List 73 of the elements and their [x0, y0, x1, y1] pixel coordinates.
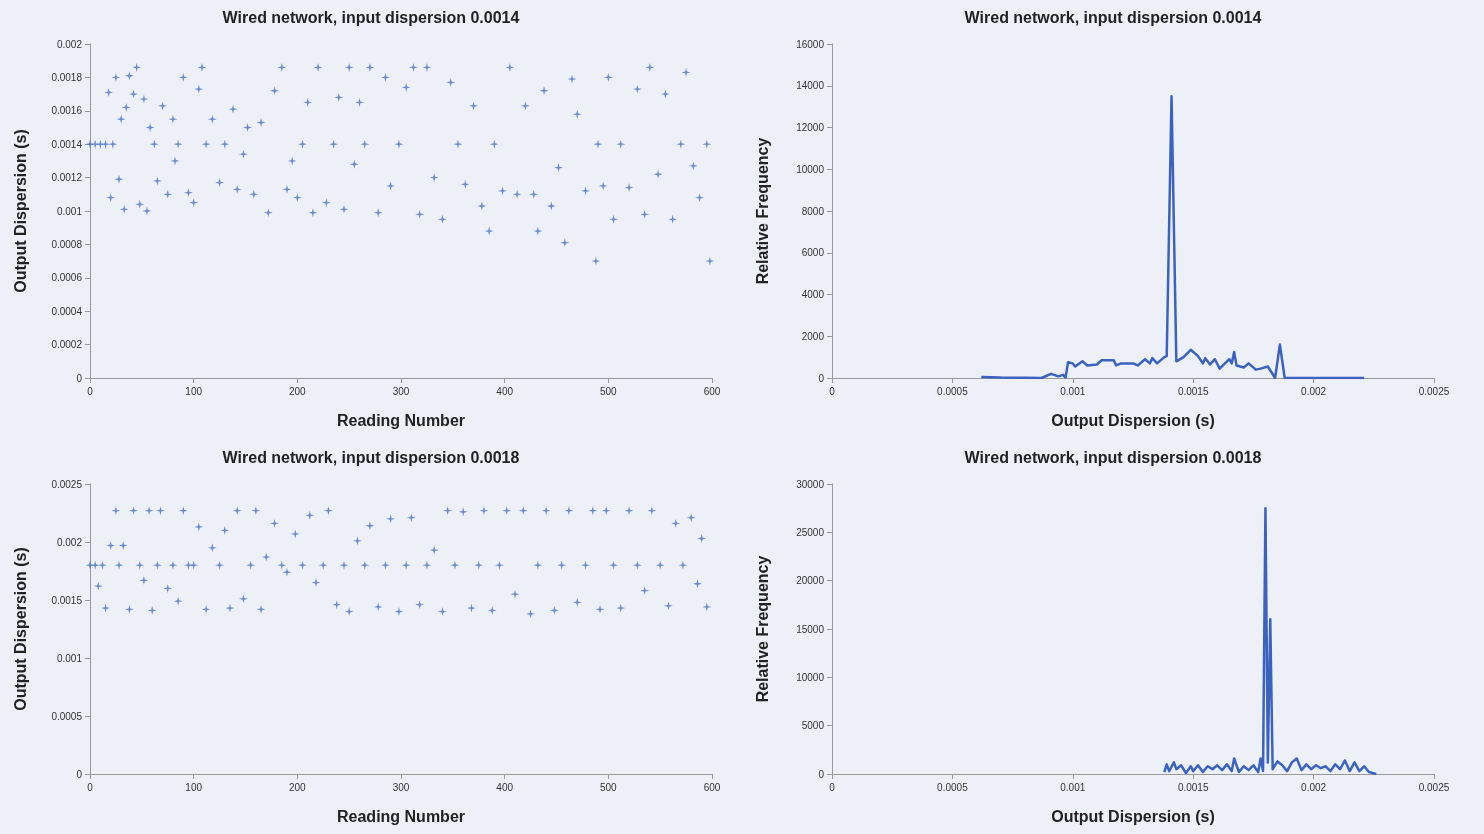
y-tick-label: 25000	[796, 526, 825, 538]
y-axis-title: Output Dispersion (s)	[11, 129, 29, 293]
y-tick-label: 0.0004	[51, 305, 83, 317]
x-tick-label: 0.0005	[937, 781, 969, 793]
x-tick-label: 0.0005	[937, 385, 969, 397]
y-tick-label: 15000	[796, 623, 825, 635]
x-tick-label: 600	[703, 385, 721, 397]
y-axis-title: Relative Frequency	[753, 137, 771, 285]
y-tick-label: 0.0008	[51, 238, 83, 250]
y-tick-label: 20000	[796, 575, 825, 587]
y-tick-label: 30000	[796, 478, 825, 490]
x-tick-label: 300	[392, 781, 410, 793]
y-tick-label: 0.0025	[51, 478, 83, 490]
y-axis-title: Relative Frequency	[753, 555, 771, 703]
chart-title: Wired network, input dispersion 0.0018	[222, 448, 520, 466]
y-tick-label: 0.0014	[51, 138, 83, 150]
y-tick-label: 8000	[801, 205, 825, 217]
x-tick-label: 0.0025	[1418, 385, 1450, 397]
chart-title: Wired network, input dispersion 0.0014	[964, 8, 1262, 26]
y-tick-label: 0	[76, 372, 83, 384]
y-tick-label: 16000	[796, 38, 825, 50]
x-tick-label: 300	[392, 385, 410, 397]
chart-title: Wired network, input dispersion 0.0014	[222, 8, 520, 26]
chart-title: Wired network, input dispersion 0.0018	[964, 448, 1262, 466]
x-axis-title: Reading Number	[336, 411, 466, 429]
x-axis-title: Reading Number	[336, 807, 466, 825]
y-tick-label: 0	[818, 372, 825, 384]
x-tick-label: 0.0015	[1177, 385, 1209, 397]
y-tick-label: 12000	[796, 122, 825, 133]
y-tick-label: 0.0006	[51, 272, 83, 284]
line-series	[1163, 506, 1378, 776]
x-tick-label: 0.0015	[1177, 781, 1209, 793]
y-tick-label: 5000	[801, 720, 825, 732]
y-tick-label: 0.001	[56, 205, 83, 217]
y-tick-label: 0.0005	[51, 710, 83, 722]
y-tick-label: 0.0012	[51, 172, 83, 184]
x-tick-label: 0.001	[1060, 781, 1086, 793]
x-tick-label: 100	[185, 385, 203, 397]
x-axis-title: Output Dispersion (s)	[1051, 807, 1215, 825]
x-tick-label: 600	[703, 781, 721, 793]
x-tick-label: 0	[87, 385, 94, 397]
y-tick-label: 0.0018	[51, 71, 83, 83]
y-tick-label: 10000	[796, 163, 825, 175]
y-tick-label: 6000	[801, 247, 825, 259]
x-tick-label: 0.002	[1301, 385, 1327, 397]
y-tick-label: 0.0015	[51, 594, 83, 606]
y-axis-title: Output Dispersion (s)	[11, 547, 29, 711]
y-tick-label: 14000	[796, 80, 825, 92]
x-tick-label: 400	[496, 385, 514, 397]
x-tick-label: 0.0025	[1418, 781, 1450, 793]
y-tick-label: 0	[76, 768, 83, 780]
y-tick-label: 10000	[796, 671, 825, 683]
y-tick-label: 4000	[801, 289, 825, 300]
x-tick-label: 200	[288, 781, 307, 793]
x-tick-label: 0	[87, 781, 94, 793]
x-tick-label: 100	[185, 781, 203, 793]
y-tick-label: 0.001	[56, 652, 83, 664]
x-tick-label: 400	[496, 781, 514, 793]
x-tick-label: 0	[829, 385, 836, 397]
y-tick-label: 2000	[801, 330, 825, 342]
x-tick-label: 500	[599, 385, 618, 397]
x-tick-label: 0.002	[1301, 781, 1327, 793]
x-tick-label: 500	[599, 781, 618, 793]
x-tick-label: 0	[829, 781, 836, 793]
x-tick-label: 0.001	[1060, 385, 1086, 397]
y-tick-label: 0.0016	[51, 105, 83, 117]
y-tick-label: 0.002	[56, 536, 83, 548]
y-tick-label: 0.002	[56, 38, 83, 50]
y-tick-label: 0	[818, 768, 825, 780]
line-series	[980, 94, 1366, 380]
x-axis-title: Output Dispersion (s)	[1051, 411, 1215, 429]
y-tick-label: 0.0002	[51, 339, 83, 351]
x-tick-label: 200	[288, 385, 307, 397]
